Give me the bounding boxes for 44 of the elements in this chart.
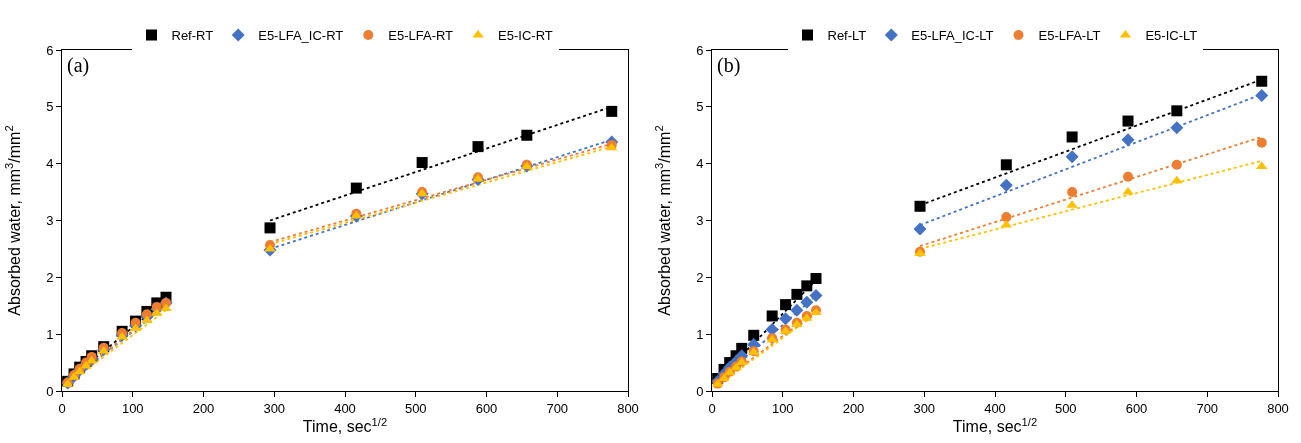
y-tick-label: 4 (46, 156, 54, 172)
x-axis-title: Time, sec$^{1/2}$ (952, 415, 1038, 436)
x-tick-label: 200 (842, 400, 865, 416)
annotation: (b) (717, 54, 741, 77)
y-tick-label: 4 (696, 156, 704, 172)
y-tick-label: 1 (46, 326, 54, 342)
legend-label: E5-LFA-LT (1038, 28, 1101, 44)
legend-label: E5-IC-LT (1145, 28, 1198, 44)
x-tick-label: 300 (263, 400, 286, 416)
y-tick-label: 2 (46, 269, 54, 285)
y-tick-label: 5 (696, 99, 704, 115)
y-tick-label: 2 (696, 269, 704, 285)
x-tick-label: 400 (334, 400, 356, 416)
x-tick-label: 0 (58, 400, 66, 416)
y-tick-label: 0 (46, 383, 54, 399)
y-tick-label: 6 (696, 42, 704, 58)
x-tick-label: 800 (617, 400, 639, 416)
x-tick-label: 600 (1125, 400, 1148, 416)
annotation: (a) (67, 54, 90, 77)
y-tick-label: 5 (46, 99, 54, 115)
legend-label: E5-IC-RT (498, 28, 553, 44)
x-tick-label: 500 (404, 400, 427, 416)
x-tick-label: 200 (192, 400, 215, 416)
legend-label: Ref-LT (827, 28, 867, 44)
legend-label: Ref-RT (171, 28, 214, 44)
x-tick-label: 500 (1054, 400, 1077, 416)
legend-label: E5-LFA-RT (388, 28, 454, 44)
y-tick-label: 3 (46, 213, 54, 229)
y-tick-label: 3 (696, 213, 704, 229)
x-tick-label: 700 (1196, 400, 1219, 416)
x-tick-label: 600 (475, 400, 498, 416)
x-tick-label: 0 (708, 400, 716, 416)
legend-label: E5-LFA_IC-LT (911, 28, 994, 44)
legend-label: E5-LFA_IC-RT (258, 28, 344, 44)
x-tick-label: 300 (913, 400, 936, 416)
x-tick-label: 800 (1267, 400, 1289, 416)
x-tick-label: 400 (984, 400, 1006, 416)
y-tick-label: 6 (46, 42, 54, 58)
y-tick-label: 1 (696, 326, 704, 342)
x-tick-label: 100 (121, 400, 144, 416)
x-axis-title: Time, sec$^{1/2}$ (302, 415, 388, 436)
y-tick-label: 0 (696, 383, 704, 399)
x-tick-label: 700 (546, 400, 569, 416)
x-tick-label: 100 (771, 400, 794, 416)
